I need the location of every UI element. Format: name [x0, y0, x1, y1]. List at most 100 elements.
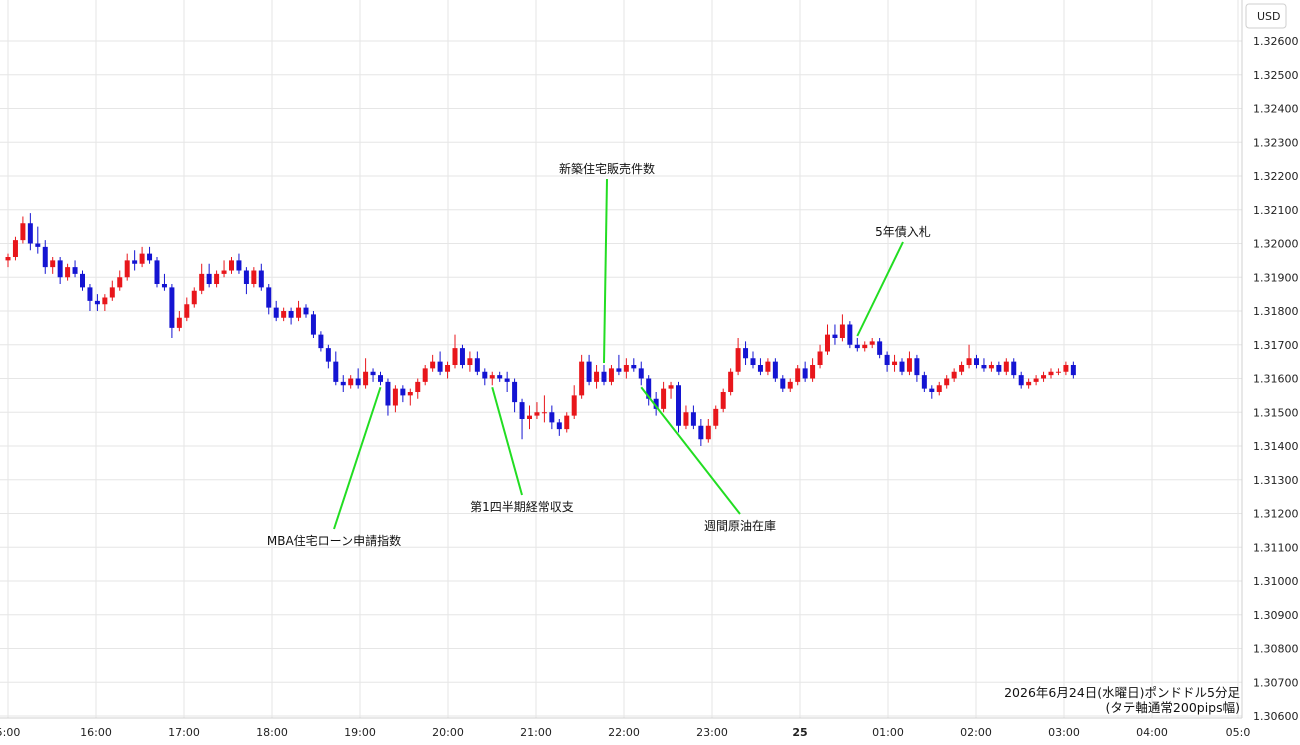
candle-body: [415, 381, 421, 392]
candle: [109, 280, 115, 301]
candle-body: [638, 368, 644, 379]
candle: [340, 375, 346, 392]
candle: [1018, 371, 1024, 389]
candle: [459, 344, 465, 369]
candle-body: [452, 348, 458, 365]
candle-body: [437, 361, 443, 372]
candle: [869, 338, 875, 349]
candle: [549, 405, 555, 430]
candle-body: [459, 348, 465, 365]
candle-body: [258, 270, 264, 288]
candle: [981, 358, 987, 372]
candle: [750, 351, 756, 369]
candle: [139, 246, 145, 268]
candle: [906, 351, 912, 376]
candle: [1048, 368, 1054, 379]
chart-footnote: 2026年6月24日(水曜日)ポンドドル5分足 (タテ軸通常200pips幅): [1004, 685, 1240, 715]
time-tick-label: 02:00: [960, 726, 992, 739]
candle-body: [549, 412, 555, 423]
candle: [534, 402, 540, 419]
candle: [728, 368, 734, 396]
candle: [147, 246, 153, 264]
candle-body: [229, 260, 234, 271]
time-tick-label: 16:00: [80, 726, 112, 739]
price-tick-label: 1.32300: [1253, 136, 1299, 149]
candle-body: [489, 375, 495, 379]
candle-body: [757, 365, 763, 372]
candle: [899, 358, 905, 376]
candle-body: [825, 334, 830, 352]
candle: [839, 314, 845, 342]
candle-body: [981, 365, 987, 369]
candle-body: [832, 334, 838, 338]
candle: [27, 213, 33, 251]
candle: [921, 371, 927, 392]
candle: [467, 351, 473, 372]
time-tick-label: 25: [792, 726, 807, 739]
footnote-line-2: (タテ軸通常200pips幅): [1105, 700, 1240, 715]
candle: [392, 385, 398, 413]
candle-body: [906, 358, 912, 372]
candle: [57, 257, 63, 284]
candle-body: [1018, 375, 1024, 386]
candle-body: [169, 287, 175, 328]
annotation-label: MBA住宅ローン申請指数: [267, 533, 401, 548]
candle-body: [407, 392, 413, 396]
time-tick-label: 23:00: [696, 726, 728, 739]
candle-body: [378, 375, 383, 382]
candle: [765, 358, 771, 376]
candle-body: [586, 361, 592, 382]
candle-body: [601, 371, 607, 382]
candle: [1070, 361, 1076, 379]
price-tick-label: 1.31400: [1253, 440, 1299, 453]
candle-body: [176, 317, 182, 328]
event-annotation: 5年債入札: [856, 224, 931, 337]
candle: [1033, 375, 1039, 386]
time-axis: 5:00 16:00 17:00 18:00 19:00 20:00 21:00 22:00 2…: [0, 726, 1250, 739]
candle: [683, 405, 689, 430]
candle: [586, 354, 592, 386]
candle-body: [1041, 375, 1047, 379]
price-tick-label: 1.31300: [1253, 474, 1299, 487]
candle-body: [50, 260, 56, 268]
candle: [720, 388, 726, 413]
candle-body: [795, 368, 801, 382]
candle: [370, 368, 376, 382]
candle-body: [869, 341, 875, 345]
candle: [757, 358, 763, 376]
candle-body: [184, 304, 190, 318]
candle: [355, 368, 361, 389]
time-tick-label: 20:00: [432, 726, 464, 739]
candle: [333, 351, 339, 386]
candle: [519, 398, 525, 440]
candle: [698, 419, 704, 446]
candle: [482, 368, 488, 386]
candle: [817, 344, 823, 369]
candle-body: [914, 358, 920, 376]
candle-body: [147, 253, 153, 261]
candle: [951, 368, 957, 382]
candle-body: [65, 267, 71, 278]
event-annotation: 週間原油在庫: [640, 386, 776, 533]
annotation-label: 5年債入札: [875, 224, 931, 239]
candle-body: [132, 260, 138, 264]
candle-body: [117, 277, 123, 288]
candle: [400, 385, 406, 403]
candle: [489, 371, 495, 386]
candle: [117, 270, 123, 291]
candle-body: [392, 388, 398, 406]
candle-body: [273, 307, 279, 318]
candle-body: [705, 425, 711, 440]
candle-body: [35, 243, 41, 247]
candle: [229, 257, 234, 274]
candle: [713, 405, 719, 430]
price-tick-label: 1.31100: [1253, 541, 1299, 554]
candle-body: [944, 378, 950, 386]
price-tick-label: 1.32000: [1253, 238, 1299, 251]
candle: [1026, 378, 1032, 389]
time-tick-label: 04:00: [1136, 726, 1168, 739]
candle-body: [735, 348, 741, 372]
candle-body: [154, 260, 160, 284]
candle: [94, 294, 100, 311]
time-tick-label: 03:00: [1048, 726, 1080, 739]
